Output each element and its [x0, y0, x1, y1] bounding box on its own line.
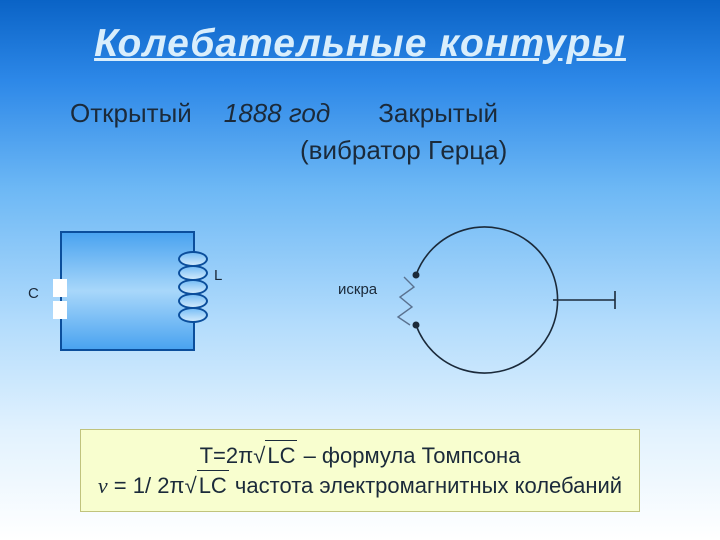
slide-title: Колебательные контуры [0, 0, 720, 66]
circuit-loop [416, 227, 558, 373]
label-year: 1888 год [224, 98, 330, 129]
formula-T-suffix: – формула Томпсона [297, 443, 520, 468]
label-open: Открытый [70, 98, 192, 129]
sqrt-argument: LC [197, 470, 229, 501]
closed-circuit-diagram: L [60, 231, 195, 351]
formula-line-1: Т=2π LC – формула Томпсона [95, 440, 625, 471]
formula-T-prefix: Т=2π [200, 443, 254, 468]
capacitor-plate-bottom [53, 301, 67, 319]
sqrt-icon: LC [253, 440, 297, 471]
spark-label: искра [338, 281, 377, 298]
gap-ball-top [413, 272, 420, 279]
inductor-label: L [214, 267, 222, 284]
gap-ball-bottom [413, 322, 420, 329]
formula-nu-suffix: частота электромагнитных колебаний [229, 473, 622, 498]
label-closed: Закрытый [378, 98, 498, 129]
lc-box [60, 231, 195, 351]
thomson-formula-box: Т=2πLC – формула Томпсона ν = 1/ 2πLC ча… [80, 429, 640, 512]
spark-icon [398, 277, 414, 325]
nu-symbol: ν [98, 473, 108, 498]
capacitor-label: C [28, 285, 39, 302]
subtitle-hertz: (вибратор Герца) [0, 135, 720, 166]
sqrt-argument: LC [265, 440, 297, 471]
formula-nu-prefix: = 1/ 2π [108, 473, 185, 498]
open-circuit-svg [380, 225, 630, 385]
coil-turn [178, 307, 208, 323]
sqrt-icon: LC [185, 470, 229, 501]
type-labels-row: Открытый 1888 год Закрытый [0, 98, 720, 129]
inductor-coil [178, 251, 208, 321]
capacitor-plate-top [53, 279, 67, 297]
open-circuit-diagram [380, 225, 630, 390]
diagram-area: C L искра [0, 225, 720, 415]
formula-line-2: ν = 1/ 2π LC частота электромагнитных кол… [95, 470, 625, 501]
